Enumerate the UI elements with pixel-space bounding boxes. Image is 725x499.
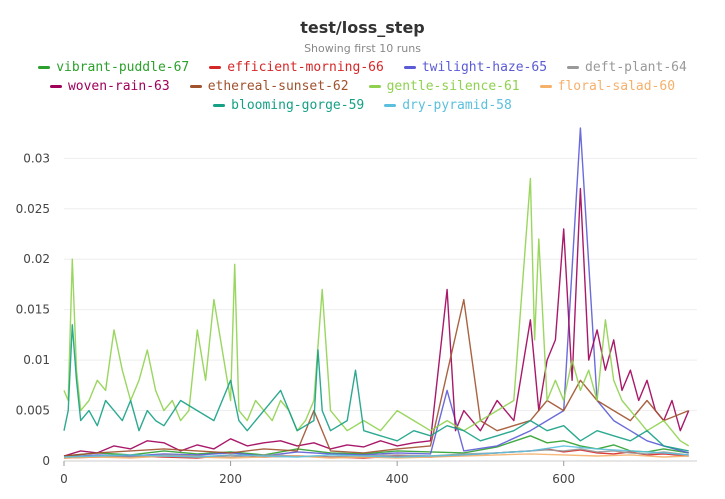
y-tick-label: 0.01: [23, 353, 50, 367]
legend-item[interactable]: deft-plant-64: [567, 60, 687, 75]
series-line-dry-pyramid-58: [63, 445, 689, 458]
x-tick-label: 200: [219, 472, 242, 486]
series-line-vibrant-puddle-67: [63, 435, 689, 457]
y-tick-label: 0.025: [16, 202, 50, 216]
legend-label: floral-salad-60: [557, 79, 676, 94]
legend-label: twilight-haze-65: [421, 60, 548, 75]
legend-item[interactable]: gentle-silence-61: [368, 79, 520, 94]
legend-swatch: [539, 85, 552, 88]
chart-legend: vibrant-puddle-67 efficient-morning-66 twi…: [0, 58, 725, 115]
y-tick-label: 0.02: [23, 252, 50, 266]
series-line-gentle-silence-61: [63, 177, 690, 447]
legend-item[interactable]: blooming-gorge-59: [213, 98, 364, 113]
chart-title: test/loss_step: [300, 18, 425, 37]
legend-swatch: [38, 66, 51, 69]
y-tick-label: 0.015: [16, 303, 50, 317]
y-tick-label: 0.03: [23, 151, 50, 165]
legend-row: blooming-gorge-59 dry-pyramid-58: [0, 96, 725, 115]
legend-row: vibrant-puddle-67 efficient-morning-66 twi…: [0, 58, 725, 77]
legend-label: gentle-silence-61: [386, 79, 520, 94]
series-line-twilight-haze-65: [63, 127, 689, 458]
legend-swatch: [49, 85, 62, 88]
legend-label: blooming-gorge-59: [231, 98, 365, 113]
legend-item[interactable]: vibrant-puddle-67: [38, 60, 189, 75]
chart-subtitle: Showing first 10 runs: [304, 42, 421, 55]
legend-item[interactable]: ethereal-sunset-62: [189, 79, 349, 94]
legend-item[interactable]: efficient-morning-66: [209, 60, 384, 75]
legend-swatch: [209, 66, 222, 69]
legend-swatch: [384, 104, 397, 107]
series-line-woven-rain-63: [63, 187, 690, 457]
legend-label: ethereal-sunset-62: [207, 79, 349, 94]
x-tick-label: 400: [386, 472, 409, 486]
legend-swatch: [567, 66, 580, 69]
series-line-blooming-gorge-59: [63, 324, 689, 452]
legend-label: vibrant-puddle-67: [56, 60, 190, 75]
legend-item[interactable]: woven-rain-63: [49, 79, 170, 94]
legend-label: deft-plant-64: [585, 60, 687, 75]
legend-item[interactable]: twilight-haze-65: [403, 60, 548, 75]
legend-swatch: [189, 85, 202, 88]
legend-item[interactable]: dry-pyramid-58: [384, 98, 512, 113]
legend-label: woven-rain-63: [67, 79, 170, 94]
series-line-ethereal-sunset-62: [63, 298, 689, 457]
legend-row: woven-rain-63 ethereal-sunset-62 gentle-si…: [0, 77, 725, 96]
legend-swatch: [403, 66, 416, 69]
legend-swatch: [213, 104, 226, 107]
x-tick-label: 600: [552, 472, 575, 486]
y-tick-label: 0.005: [16, 404, 50, 418]
legend-swatch: [368, 85, 381, 88]
legend-label: efficient-morning-66: [227, 60, 384, 75]
legend-label: dry-pyramid-58: [402, 98, 512, 113]
legend-item[interactable]: floral-salad-60: [539, 79, 676, 94]
y-tick-label: 0: [42, 454, 50, 468]
x-tick-label: 0: [60, 472, 68, 486]
